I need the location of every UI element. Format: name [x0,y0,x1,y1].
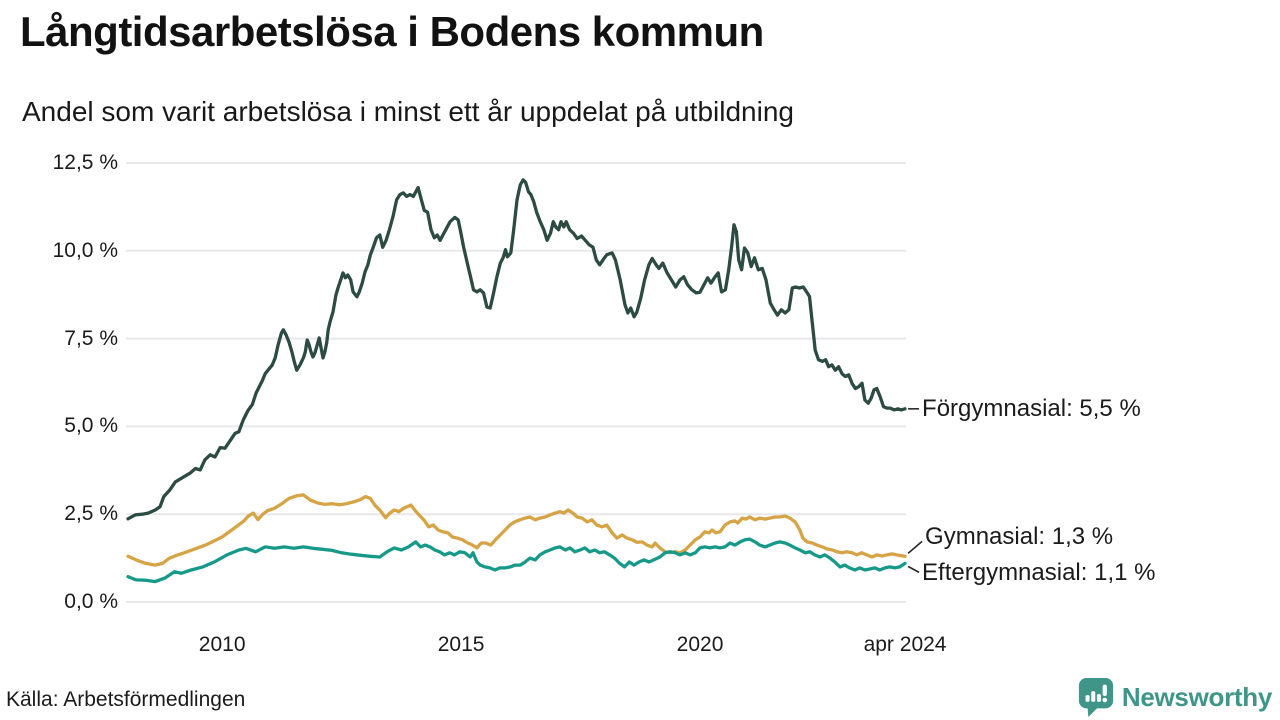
y-tick-label: 10,0 % [52,238,118,262]
label-connector [907,565,920,574]
y-tick-label: 0,0 % [64,590,118,613]
series-label-eftergymnasial: Eftergymnasial: 1,1 % [922,559,1156,587]
x-tick-label: 2015 [437,633,485,656]
x-tick-label: 2010 [198,633,246,656]
y-tick-label: 2,5 % [64,502,118,526]
series-line-gymnasial [126,493,907,567]
series-label-forgymnasial: Förgymnasial: 5,5 % [922,394,1141,422]
newsworthy-logo-icon [1078,678,1113,717]
x-tick-label: 2020 [676,633,724,656]
y-tick-label: 12,5 % [52,151,118,174]
y-tick-label: 7,5 % [64,326,118,350]
page-subtitle: Andel som varit arbetslösa i minst ett å… [22,96,794,127]
x-tick-label: apr 2024 [863,633,947,656]
page-title: Långtidsarbetslösa i Bodens kommun [20,8,764,55]
y-tick-label: 5,0 % [64,414,118,438]
newsworthy-logo-text: Newsworthy [1121,681,1272,712]
series-line-förgymnasial [126,178,907,521]
label-connector [907,540,923,554]
series-line-eftergymnasial [126,537,907,584]
source-note: Källa: Arbetsförmedlingen [6,688,246,711]
series-label-gymnasial: Gymnasial: 1,3 % [925,523,1114,551]
newsworthy-logo: Newsworthy [1077,676,1272,718]
